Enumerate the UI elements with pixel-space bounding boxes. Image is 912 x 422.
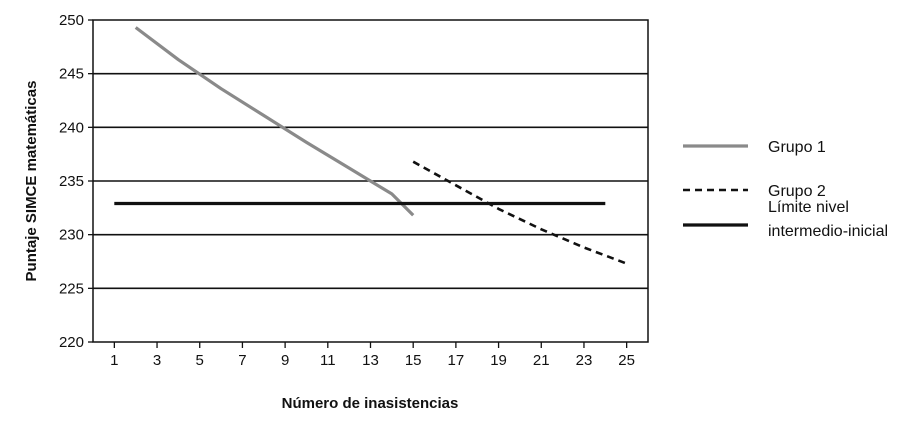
y-tick-label: 220 [59, 334, 84, 351]
x-tick-label: 25 [618, 352, 635, 369]
series-line-2 [412, 160, 628, 265]
x-axis-title: Número de inasistencias [282, 395, 459, 412]
legend-label-1: Grupo 1 [768, 139, 826, 156]
x-tick-label: 5 [196, 352, 204, 369]
x-tick-label: 1 [110, 352, 118, 369]
x-tick-label: 17 [448, 352, 465, 369]
x-tick-label: 15 [405, 352, 422, 369]
x-tick-label: 21 [533, 352, 550, 369]
legend-label-3: Límite nivel [768, 199, 849, 216]
y-tick-label: 235 [59, 173, 84, 190]
legend-label-3: intermedio-inicial [768, 223, 888, 240]
x-tick-label: 19 [490, 352, 507, 369]
x-tick-label: 9 [281, 352, 289, 369]
y-tick-label: 240 [59, 119, 84, 136]
x-tick-label: 11 [320, 352, 336, 369]
x-tick-label: 7 [238, 352, 246, 369]
x-tick-label: 13 [362, 352, 379, 369]
series-line-1 [134, 26, 415, 217]
series-layer [114, 26, 628, 265]
x-tick-label: 23 [576, 352, 593, 369]
legend-label-2: Grupo 2 [768, 183, 826, 200]
y-axis-title: Puntaje SIMCE matemáticas [23, 81, 40, 282]
y-tick-label: 225 [59, 280, 84, 297]
y-tick-label: 250 [59, 12, 84, 29]
y-tick-label: 245 [59, 66, 84, 83]
y-tick-label: 230 [59, 227, 84, 244]
x-tick-label: 3 [153, 352, 161, 369]
